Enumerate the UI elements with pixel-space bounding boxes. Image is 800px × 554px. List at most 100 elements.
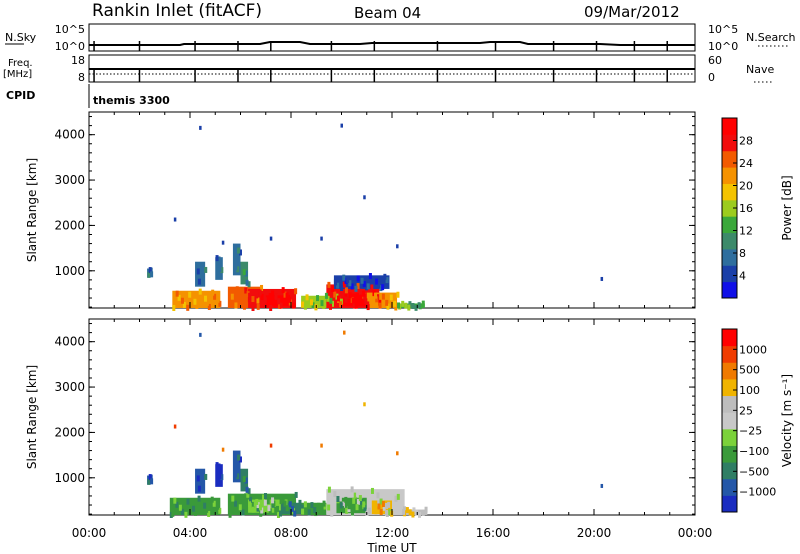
power-echo-speckle [193, 298, 197, 305]
power-echo-speckle [396, 291, 400, 298]
velocity-echo-speckle [370, 487, 374, 494]
power-echo-point [396, 244, 399, 249]
nave-tick-bottom: 0 [708, 71, 715, 84]
velocity-echo-speckle [374, 494, 378, 501]
power-echo-speckle [177, 294, 181, 301]
power-echo-speckle [364, 298, 368, 305]
velocity-echo-speckle [296, 506, 300, 513]
power-echo-speckle [198, 288, 202, 295]
power-echo-speckle [324, 292, 328, 299]
power-echo-speckle [316, 295, 320, 302]
velocity-echo-speckle [244, 477, 248, 484]
velocity-echo-speckle [249, 496, 253, 503]
nsky-tick-top: 10^5 [55, 23, 85, 36]
power-echo-speckle [292, 302, 296, 309]
power-echo-speckle [372, 290, 376, 297]
power-echo-speckle [393, 300, 397, 307]
power-colorbar-tick-label: 24 [739, 157, 753, 170]
velocity-echo-speckle [260, 507, 264, 514]
power-echo-speckle [303, 303, 307, 310]
power-echo-speckle [277, 298, 281, 305]
power-echo-speckle [389, 294, 393, 301]
power-echo-speckle [311, 302, 315, 309]
velocity-echo-speckle [322, 500, 326, 507]
velocity-echo-speckle [307, 509, 311, 516]
velocity-echo-speckle [367, 507, 371, 514]
power-echo-speckle [271, 297, 275, 304]
velocity-echo-speckle [344, 496, 348, 503]
velocity-colorbar-swatch [722, 412, 737, 430]
velocity-echo-speckle [405, 507, 409, 514]
velocity-echo-speckle [207, 510, 211, 517]
nsearch-label: N.Search [746, 31, 796, 44]
velocity-echo-point [173, 424, 177, 429]
power-echo-speckle [348, 292, 352, 299]
power-echo-speckle [407, 304, 411, 311]
power-y-tick-label: 4000 [54, 128, 85, 142]
power-echo-speckle [200, 280, 204, 287]
power-colorbar-tick-label: 12 [739, 225, 753, 238]
power-echo-speckle [368, 273, 372, 280]
velocity-echo-speckle [424, 506, 428, 513]
power-colorbar-swatch [722, 183, 737, 201]
velocity-echo-speckle [310, 502, 314, 509]
power-echo-speckle [279, 302, 283, 309]
power-echo-speckle [330, 300, 334, 307]
velocity-echo-speckle [228, 511, 232, 518]
power-echo-speckle [329, 303, 333, 310]
velocity-echo-speckle [300, 504, 304, 511]
time-tick-label: 16:00 [476, 526, 511, 540]
velocity-echo-speckle [408, 509, 412, 516]
power-echo-speckle [408, 301, 412, 308]
power-echo-speckle [253, 300, 257, 307]
nsky-tick-bottom: 10^0 [55, 40, 85, 53]
power-colorbar-label: Power [dB] [780, 175, 794, 240]
power-echo-speckle [215, 255, 219, 262]
power-echo-speckle [375, 278, 379, 285]
power-echo-speckle [283, 291, 287, 298]
power-echo-speckle [244, 287, 248, 294]
velocity-echo-speckle [356, 490, 360, 497]
velocity-echo-speckle [303, 501, 307, 508]
power-echo-patch [195, 261, 206, 287]
power-echo-speckle [251, 296, 255, 303]
power-echo-speckle [230, 293, 234, 300]
velocity-echo-speckle [350, 509, 354, 516]
nsky-panel [88, 23, 696, 52]
power-echo-speckle [238, 249, 242, 256]
power-echo-speckle [404, 302, 408, 309]
time-tick-label: 00:00 [72, 526, 107, 540]
velocity-echo-speckle [215, 462, 219, 469]
velocity-echo-speckle [268, 508, 272, 515]
power-echo-patch [232, 243, 241, 276]
power-echo-speckle [397, 302, 401, 309]
velocity-echo-speckle [379, 498, 383, 505]
power-echo-speckle [385, 277, 389, 284]
velocity-y-tick-label: 2000 [54, 425, 85, 439]
power-echo-speckle [265, 301, 269, 308]
power-colorbar-swatch [722, 199, 737, 217]
freq-tick-top: 18 [71, 54, 85, 67]
velocity-echo-speckle [327, 486, 331, 493]
velocity-echo-point [269, 443, 273, 448]
power-echo-speckle [195, 302, 199, 309]
power-plot-frame [88, 111, 696, 309]
velocity-echo-speckle [317, 502, 321, 509]
velocity-colorbar: 1000 500 100 25 −25 −100 −500 −1000 Velocity [m … [721, 328, 794, 513]
power-echo-speckle [370, 284, 374, 291]
power-echo-speckle [341, 291, 345, 298]
nsky-scan-marks [93, 41, 668, 51]
freq-label: Freq. [8, 58, 33, 69]
velocity-echo-speckle [271, 497, 275, 504]
power-echo-speckle [394, 304, 398, 311]
velocity-echo-speckle [251, 506, 255, 513]
velocity-echo-speckle [382, 504, 386, 511]
velocity-echo-speckle [186, 498, 190, 505]
velocity-echo-speckle [276, 512, 280, 518]
power-echo-speckle [366, 298, 370, 305]
power-echo-speckle [260, 284, 264, 291]
power-echo-speckle [242, 269, 246, 276]
velocity-echo-speckle [194, 509, 198, 516]
velocity-echo-speckle [200, 487, 204, 494]
time-tick-label: 00:00 [678, 526, 713, 540]
